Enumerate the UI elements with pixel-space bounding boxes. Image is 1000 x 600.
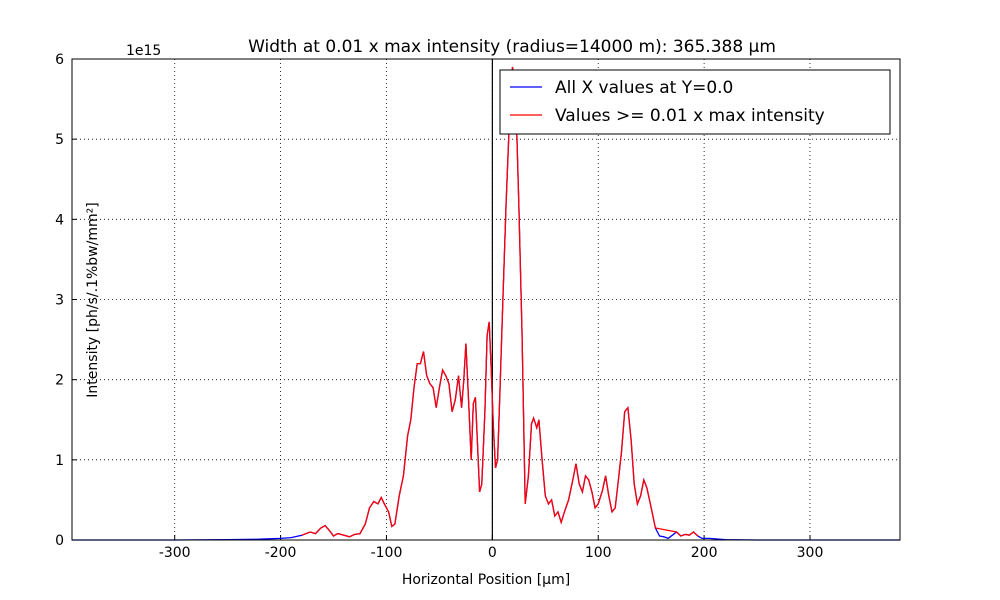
x-tick-label: 300: [797, 545, 824, 561]
x-tick-label: 200: [691, 545, 718, 561]
y-tick-label: 5: [55, 132, 64, 148]
legend-label: All X values at Y=0.0: [555, 78, 733, 98]
x-axis-label: Horizontal Position [µm]: [402, 572, 570, 588]
y-offset-label: 1e15: [126, 43, 161, 59]
legend-box: [499, 69, 891, 135]
series-line: [72, 66, 900, 541]
y-tick-label: 4: [55, 212, 64, 228]
plot-frame: [71, 58, 901, 541]
series-line: [301, 66, 699, 538]
x-tick-label: 0: [488, 545, 497, 561]
y-tick-label: 3: [55, 293, 64, 309]
legend-label: Values >= 0.01 x max intensity: [555, 106, 825, 126]
x-tick-label: -300: [159, 545, 191, 561]
y-tick-label: 1: [55, 453, 64, 469]
y-axis-label: Intensity [ph/s/.1%bw/mm²]: [85, 202, 101, 397]
x-tick-label: 100: [585, 545, 612, 561]
y-tick-label: 2: [55, 373, 64, 389]
x-tick-label: -200: [265, 545, 297, 561]
chart-title: Width at 0.01 x max intensity (radius=14…: [248, 37, 776, 57]
y-tick-label: 0: [55, 533, 64, 549]
y-tick-label: 6: [55, 52, 64, 68]
x-tick-label: -100: [371, 545, 403, 561]
